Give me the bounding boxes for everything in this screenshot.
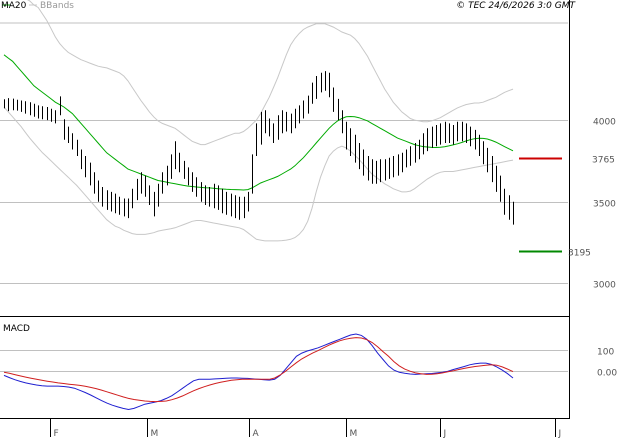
bbands-upper-line xyxy=(27,0,514,146)
levels-layer xyxy=(519,157,562,253)
price-y-tick-label: 3000 xyxy=(593,281,616,291)
axes-layer xyxy=(0,0,570,437)
labels-layer: 3000 3500 4000 100 0.00 3765 3195 F M A M J J xyxy=(54,118,618,440)
macd-y-tick-label: 0.00 xyxy=(597,369,617,379)
x-tick-label: M xyxy=(151,429,159,439)
price-y-tick-label: 4000 xyxy=(593,118,616,128)
x-tick-label: J xyxy=(558,429,562,439)
bbands-layer xyxy=(3,0,514,242)
legend-bbands: BBands xyxy=(40,1,74,11)
signal-line xyxy=(3,337,514,403)
macd-y-tick-label: 100 xyxy=(597,348,614,358)
ma20-line xyxy=(3,54,514,191)
x-tick-label: A xyxy=(253,429,260,439)
x-tick-label: F xyxy=(54,429,59,439)
price-grid xyxy=(0,22,568,284)
support-label: 3195 xyxy=(568,249,591,259)
price-bars-layer xyxy=(4,71,514,225)
resistance-label: 3765 xyxy=(592,156,615,166)
ma20-layer xyxy=(3,54,514,191)
macd-label: MACD xyxy=(3,324,30,334)
macd-layer xyxy=(3,333,514,411)
bbands-lower-line xyxy=(3,106,514,242)
x-tick-label: M xyxy=(350,429,358,439)
x-tick-label: J xyxy=(443,429,447,439)
price-y-tick-label: 3500 xyxy=(593,200,616,210)
macd-grid xyxy=(0,350,568,372)
copyright: © TEC 24/6/2026 3:0 GMT xyxy=(456,1,576,11)
legend-ma: MA20 xyxy=(1,1,27,11)
